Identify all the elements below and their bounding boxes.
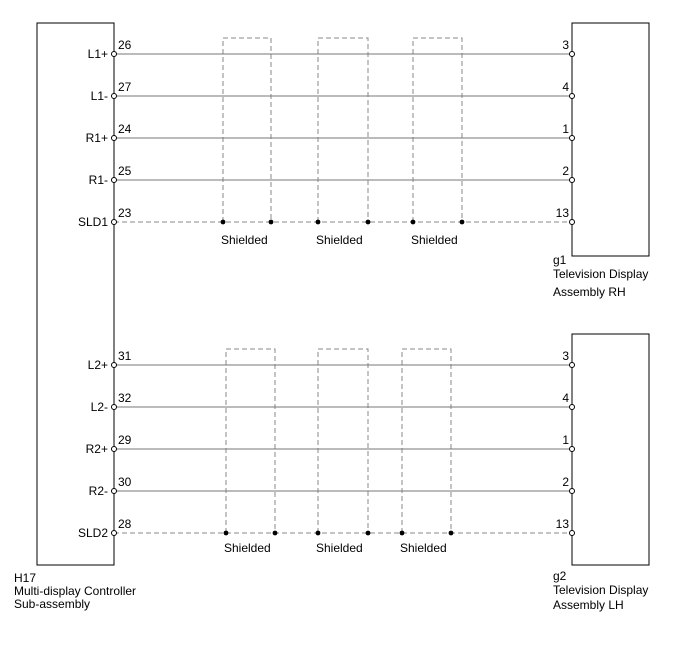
display-lh-name-line2: Assembly LH: [553, 598, 624, 612]
shield-box: [222, 37, 272, 222]
display-pin-number: 4: [562, 80, 569, 94]
shielded-label: Shielded: [224, 541, 271, 555]
junction-dot: [399, 530, 405, 536]
display-pin-terminal: [569, 51, 575, 57]
shield-box: [225, 348, 276, 533]
controller-pin-number: 23: [118, 206, 132, 220]
junction-dot: [223, 530, 229, 536]
shield-box: [401, 348, 452, 533]
display-pin-terminal: [569, 404, 575, 410]
controller-box: [36, 22, 115, 566]
junction-dot: [268, 219, 274, 225]
display-pin-number: 2: [562, 164, 569, 178]
controller-name-line2: Sub-assembly: [14, 597, 90, 611]
display-pin-number: 1: [562, 433, 569, 447]
shielded-label: Shielded: [316, 233, 363, 247]
display-pin-terminal: [569, 177, 575, 183]
controller-pin-number: 28: [118, 517, 132, 531]
controller-pin-terminal: [111, 446, 117, 452]
controller-pin-terminal: [111, 51, 117, 57]
signal-label: R1+: [86, 131, 108, 145]
display-pin-number: 3: [562, 38, 569, 52]
display-pin-terminal: [569, 446, 575, 452]
display-pin-terminal: [569, 135, 575, 141]
display-pin-terminal: [569, 530, 575, 536]
shielded-label: Shielded: [411, 233, 458, 247]
controller-pin-number: 31: [118, 349, 132, 363]
controller-code: H17: [14, 571, 36, 585]
signal-label: L1+: [88, 47, 108, 61]
junction-dot: [459, 219, 465, 225]
junction-dot: [448, 530, 454, 536]
display-rh-box: [571, 22, 650, 257]
display-lh-code: g2: [553, 569, 567, 583]
display-pin-number: 3: [562, 349, 569, 363]
controller-pin-number: 29: [118, 433, 132, 447]
display-rh-name-line2: Assembly RH: [553, 285, 626, 299]
display-pin-number: 4: [562, 391, 569, 405]
junction-dot: [315, 530, 321, 536]
controller-pin-number: 30: [118, 475, 132, 489]
signal-label: SLD2: [78, 526, 108, 540]
signal-label: L2-: [91, 400, 108, 414]
junction-dot: [272, 530, 278, 536]
display-pin-number: 13: [556, 517, 570, 531]
signal-label: L2+: [88, 358, 108, 372]
controller-pin-terminal: [111, 177, 117, 183]
display-lh-name-line1: Television Display: [553, 583, 648, 597]
junction-dot: [410, 219, 416, 225]
controller-name-line1: Multi-display Controller: [14, 584, 136, 598]
controller-pin-terminal: [111, 93, 117, 99]
controller-pin-terminal: [111, 488, 117, 494]
controller-pin-terminal: [111, 135, 117, 141]
display-pin-terminal: [569, 93, 575, 99]
junction-dot: [365, 530, 371, 536]
display-pin-number: 2: [562, 475, 569, 489]
shielded-label: Shielded: [400, 541, 447, 555]
display-rh-name-line1: Television Display: [553, 267, 648, 281]
signal-label: R2-: [89, 484, 108, 498]
signal-label: R1-: [89, 173, 108, 187]
display-rh-code: g1: [553, 253, 567, 267]
display-lh-box: [571, 333, 650, 566]
display-pin-terminal: [569, 219, 575, 225]
signal-label: R2+: [86, 442, 108, 456]
display-pin-number: 13: [556, 206, 570, 220]
signal-label: SLD1: [78, 215, 108, 229]
controller-pin-terminal: [111, 219, 117, 225]
junction-dot: [220, 219, 226, 225]
controller-pin-number: 26: [118, 38, 132, 52]
shield-box: [317, 348, 369, 533]
controller-pin-terminal: [111, 530, 117, 536]
controller-pin-terminal: [111, 362, 117, 368]
controller-pin-number: 24: [118, 122, 132, 136]
display-pin-terminal: [569, 362, 575, 368]
shield-box: [412, 37, 463, 222]
controller-pin-number: 27: [118, 80, 132, 94]
controller-pin-terminal: [111, 404, 117, 410]
controller-pin-number: 32: [118, 391, 132, 405]
shield-box: [317, 37, 369, 222]
shielded-label: Shielded: [221, 233, 268, 247]
display-pin-number: 1: [562, 122, 569, 136]
junction-dot: [315, 219, 321, 225]
junction-dot: [365, 219, 371, 225]
display-pin-terminal: [569, 488, 575, 494]
shielded-label: Shielded: [316, 541, 363, 555]
signal-label: L1-: [91, 89, 108, 103]
controller-pin-number: 25: [118, 164, 132, 178]
